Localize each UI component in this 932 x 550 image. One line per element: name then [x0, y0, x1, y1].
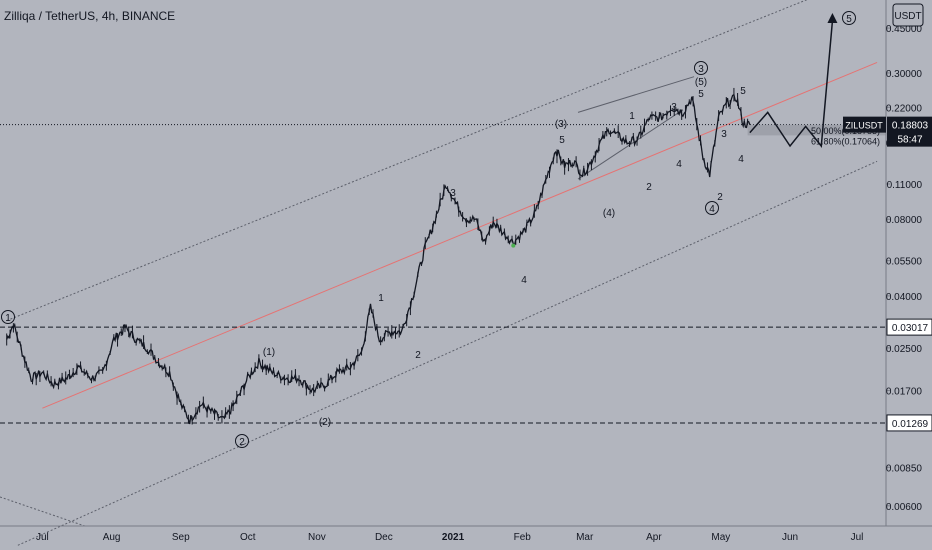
ticker-label-bg: [843, 116, 886, 133]
time-tick-label: Sep: [172, 532, 190, 543]
wave-label: (2): [319, 417, 331, 428]
time-tick-label: Jul: [851, 532, 864, 543]
fib-label: 61.80%(0.17064): [811, 136, 880, 146]
time-tick-label: Apr: [646, 532, 662, 543]
price-tick-label: 0.11000: [887, 180, 923, 191]
price-tick-label: 0.01700: [886, 387, 923, 398]
wave-label-circle: [235, 434, 249, 448]
wave-label: 4: [709, 204, 715, 215]
current-price-label: 0.18803: [892, 121, 929, 132]
time-tick-label: Dec: [375, 532, 393, 543]
wave-label: 5: [846, 14, 852, 25]
wave-label: 4: [521, 275, 527, 286]
level-label-resistance-bg: [886, 318, 932, 336]
countdown-label: 58:47: [897, 135, 922, 146]
time-tick-label: Oct: [240, 532, 256, 543]
current-price-label-bg: [887, 116, 932, 147]
ticker-label: ZILUSDT: [845, 121, 883, 131]
wave-label-circle: [705, 201, 719, 215]
price-tick-label: 0.04000: [886, 292, 923, 303]
wave-label: 2: [415, 350, 421, 361]
level-label-support-bg: [886, 414, 932, 432]
time-tick-label: Nov: [308, 532, 326, 543]
wave-label: 3: [450, 188, 456, 199]
wave-label: (3): [555, 119, 567, 130]
wave-connector: [577, 109, 684, 180]
old-trend-line: [0, 496, 85, 527]
fib-zone: [747, 124, 886, 136]
currency-badge-label: USDT: [894, 11, 921, 22]
level-label-support: 0.01269: [892, 419, 929, 430]
time-axis[interactable]: Jul Aug Sep Oct Nov Dec 2021 Feb Mar Apr May Jun Jul: [36, 532, 863, 543]
wave-connector: [577, 76, 695, 113]
price-layer: [6, 87, 751, 425]
price-tick-label: 0.45000: [886, 24, 923, 35]
wave-label: 1: [378, 293, 384, 304]
wave-label: 3: [698, 64, 704, 75]
chart-title: Zilliqa / TetherUS, 4h, BINANCE: [4, 9, 175, 23]
wave-label: (4): [603, 208, 615, 219]
wave-label: 4: [738, 154, 744, 165]
price-tick-label: 0.00850: [886, 463, 923, 474]
price-tick-label: 0.05500: [886, 257, 923, 268]
price-tick-label: 0.22000: [886, 103, 923, 114]
wave-label: 2: [239, 437, 245, 448]
green-marker: [511, 243, 516, 248]
time-tick-label: Jul: [36, 532, 49, 543]
price-tick-label: 0.00600: [886, 502, 923, 513]
time-tick-label: Aug: [103, 532, 121, 543]
wave-label-circle: [694, 61, 708, 75]
channel-upper-line: [6, 0, 808, 322]
axis-labels: 0.03017 0.01269 ZILUSDT 0.18803 58:47: [843, 116, 932, 432]
channel-lower-line: [17, 160, 878, 546]
wave-label: 3: [721, 129, 727, 140]
wave-label: 5: [559, 135, 565, 146]
wave-label: (5): [695, 77, 707, 88]
projection-arrowhead: [827, 12, 838, 23]
wave-label: 4: [676, 159, 682, 170]
wave-label: 2: [646, 182, 652, 193]
price-tick-label: 0.30000: [886, 69, 923, 80]
price-series-line: [6, 93, 751, 425]
price-tick-label: 0.08000: [886, 215, 923, 226]
level-label-resistance: 0.03017: [892, 323, 929, 334]
time-tick-label: Jun: [782, 532, 798, 543]
price-axis-bg[interactable]: [886, 0, 932, 526]
time-tick-label: 2021: [442, 532, 465, 543]
time-tick-label: May: [711, 532, 730, 543]
wave-label: 3: [671, 102, 677, 113]
price-tick-label: 0.02500: [886, 344, 923, 355]
wave-label: 1: [629, 111, 635, 122]
wave-label: 5: [698, 89, 704, 100]
time-tick-label: Mar: [576, 532, 594, 543]
wave-label: (1): [263, 347, 275, 358]
wave-label: 1: [5, 313, 11, 324]
wave-label-circle: [842, 11, 856, 25]
wave-label-circle: [1, 310, 15, 324]
time-tick-label: Feb: [514, 532, 532, 543]
wave-label: 2: [717, 192, 723, 203]
channel-midline: [42, 61, 878, 409]
projection-path: [749, 20, 834, 148]
currency-badge[interactable]: [892, 3, 924, 27]
wave-label: 5: [740, 86, 746, 97]
